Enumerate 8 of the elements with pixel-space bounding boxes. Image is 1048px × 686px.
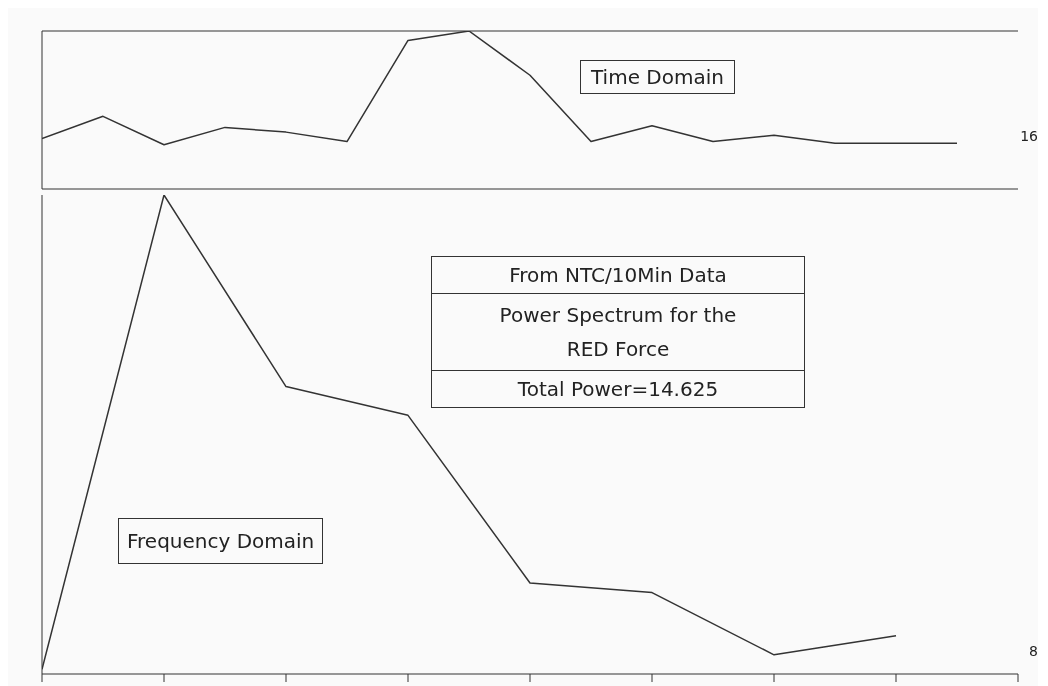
annotation: Frequency Domain <box>127 529 315 553</box>
text: 16 <box>1020 128 1038 144</box>
annotation: Total Power=14.625 <box>517 377 719 401</box>
annotation: From NTC/10Min Data <box>509 263 727 287</box>
text-box-table: From NTC/10Min Data Power Spectrum for the RED Force Total Power=14.625 <box>431 256 805 408</box>
text: 8 <box>1029 643 1038 659</box>
annotation: Time Domain <box>591 65 724 89</box>
annotation: Power Spectrum for the RED Force <box>499 303 738 361</box>
